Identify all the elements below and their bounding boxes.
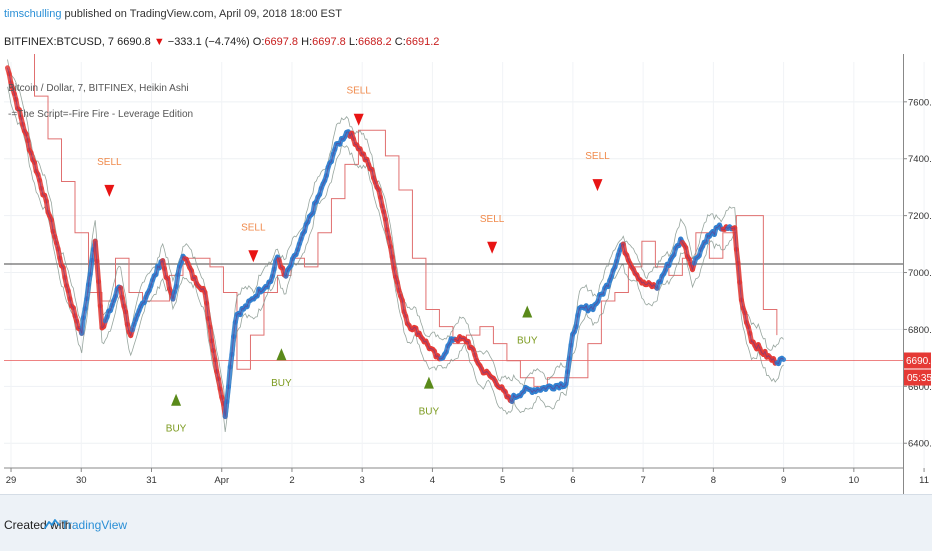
chart-header: timschulling published on TradingView.co… — [0, 0, 932, 54]
time-tick-label: 3 — [360, 475, 365, 486]
close-value: 6691.2 — [406, 36, 440, 48]
price-tick-label: 7000.0 — [908, 268, 932, 279]
buy-arrow-icon — [171, 394, 181, 406]
sell-arrow-icon — [487, 242, 497, 254]
tradingview-logo-icon — [44, 517, 60, 531]
buy-arrow-icon — [522, 306, 532, 318]
open-value: 6697.8 — [264, 36, 298, 48]
down-arrow-icon: ▼ — [154, 36, 165, 48]
sell-label: SELL — [585, 151, 610, 162]
author-link[interactable]: timschulling — [4, 8, 61, 20]
time-tick-label: 2 — [289, 475, 294, 486]
price-change: −333.1 (−4.74%) — [168, 36, 250, 48]
low-label: L: — [349, 36, 358, 48]
tradingview-brand[interactable]: TradingView — [61, 518, 127, 532]
sell-arrow-icon — [592, 179, 602, 191]
time-tick-label: 10 — [849, 475, 860, 486]
price-tick-label: 7200.0 — [908, 211, 932, 222]
high-value: 6697.8 — [312, 36, 346, 48]
time-tick-label: 6 — [570, 475, 575, 486]
buy-label: BUY — [419, 407, 440, 418]
symbol-label[interactable]: BITFINEX:BTCUSD, 7 — [4, 36, 114, 48]
price-axis-border — [903, 54, 904, 494]
sell-label: SELL — [480, 214, 505, 225]
time-axis[interactable]: 29 30 31 Apr 2 3 4 5 6 7 8 9 10 11 — [4, 468, 929, 486]
time-tick-label: 8 — [711, 475, 716, 486]
low-value: 6688.2 — [358, 36, 392, 48]
buy-label: BUY — [166, 424, 187, 435]
last-price: 6690.8 — [117, 36, 151, 48]
footer: Created with TradingView — [0, 494, 932, 551]
sell-label: SELL — [97, 157, 122, 168]
close-label: C: — [395, 36, 406, 48]
time-tick-label: 30 — [76, 475, 87, 486]
price-line — [8, 68, 784, 417]
time-tick-label: 4 — [430, 475, 435, 486]
price-tick-label: 6800.0 — [908, 325, 932, 336]
time-tick-label: 31 — [146, 475, 157, 486]
chart-legend-title: Bitcoin / Dollar, 7, BITFINEX, Heikin As… — [8, 83, 189, 94]
last-price-badge-label: 6690.8 — [906, 356, 932, 367]
time-tick-label: 9 — [781, 475, 786, 486]
chart-legend-script: -=The Script=-Fire Fire - Leverage Editi… — [8, 109, 193, 120]
sell-arrow-icon — [104, 185, 114, 197]
time-tick-label: Apr — [214, 475, 229, 486]
symbol-line: BITFINEX:BTCUSD, 7 6690.8 ▼ −333.1 (−4.7… — [4, 36, 439, 48]
high-label: H: — [301, 36, 312, 48]
time-tick-label: 7 — [640, 475, 645, 486]
time-tick-label: 5 — [500, 475, 505, 486]
time-tick-label: 29 — [6, 475, 17, 486]
sell-label: SELL — [346, 86, 371, 97]
buy-arrow-icon — [276, 348, 286, 360]
price-chart[interactable]: SELL BUY SELL BUY SELL BUY SELL BUY SELL 7600.0 7… — [0, 54, 932, 494]
buy-label: BUY — [271, 378, 292, 389]
buy-label: BUY — [517, 336, 538, 347]
ribbon — [8, 68, 784, 417]
open-label: O: — [253, 36, 265, 48]
sell-arrow-icon — [248, 250, 258, 262]
time-tick-label: 11 — [919, 475, 929, 486]
publish-line: timschulling published on TradingView.co… — [4, 8, 342, 20]
price-axis[interactable]: 7600.07400.07200.07000.06800.06600.06400… — [903, 97, 932, 449]
price-tick-label: 7400.0 — [908, 154, 932, 165]
step-line — [8, 54, 777, 386]
countdown-badge-label: 05:35 — [907, 373, 932, 384]
price-tick-label: 7600.0 — [908, 97, 932, 108]
step-channel-line — [8, 54, 777, 386]
sell-label: SELL — [241, 222, 266, 233]
grid-lines — [4, 62, 924, 468]
price-tick-label: 6400.0 — [908, 439, 932, 450]
publish-info: published on TradingView.com, April 09, … — [65, 8, 342, 20]
